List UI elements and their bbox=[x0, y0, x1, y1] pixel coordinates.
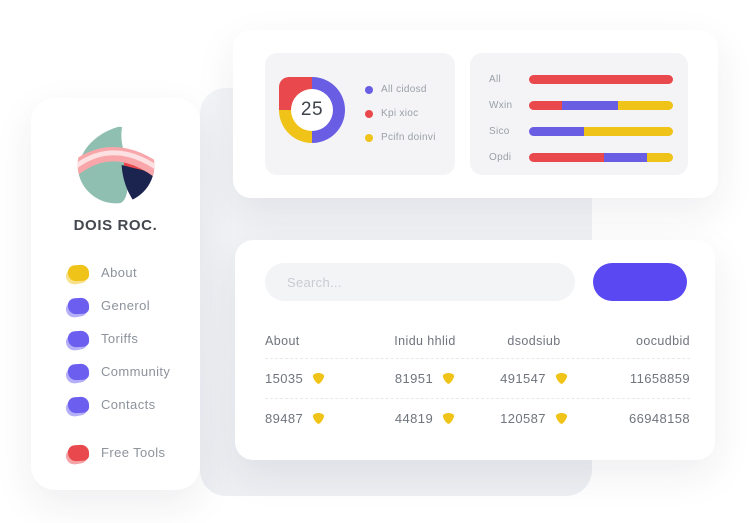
sidebar-item-label: About bbox=[101, 265, 137, 280]
column-header-dsodsiub: dsodsiub bbox=[507, 334, 561, 348]
cell-value: 66948158 bbox=[628, 411, 690, 426]
table-cell: 81951 bbox=[371, 371, 479, 386]
menu-blob-icon bbox=[64, 329, 90, 352]
sidebar-item-generol[interactable]: Generol bbox=[64, 289, 200, 322]
donut-center-value: 25 bbox=[291, 89, 333, 131]
stats-card: 25 All cidosd Kpi xioc Pcifn doinvi All Wxi… bbox=[233, 30, 718, 198]
bar-label: Opdi bbox=[489, 151, 512, 163]
legend-item-all-cidosd: All cidosd bbox=[365, 84, 436, 95]
sidebar-item-free-tools[interactable]: Free Tools bbox=[64, 436, 200, 469]
brand-title: DOIS ROC. bbox=[73, 217, 158, 234]
bar-segment-purple bbox=[603, 152, 648, 162]
sidebar-item-label: Contacts bbox=[101, 397, 156, 412]
cell-value: 81951 bbox=[394, 371, 434, 386]
shield-icon bbox=[555, 412, 567, 424]
bar-track bbox=[529, 74, 673, 84]
bar-segment-yellow bbox=[647, 152, 673, 162]
bar-row-wxin: Wxin bbox=[489, 92, 688, 118]
sidebar-item-toriffs[interactable]: Toriffs bbox=[64, 322, 200, 355]
data-table: About Inidu hhlid dsodsiub oocudbid 15035 81… bbox=[265, 324, 690, 438]
menu-blob-icon bbox=[64, 296, 90, 319]
bar-segment-yellow bbox=[583, 126, 673, 136]
table-cell: 15035 bbox=[265, 371, 371, 386]
legend-dot-icon bbox=[365, 85, 373, 94]
menu-blob-icon bbox=[64, 362, 90, 385]
column-header-about: About bbox=[265, 334, 300, 348]
sidebar-item-label: Toriffs bbox=[101, 331, 139, 346]
bar-segment-purple bbox=[562, 100, 619, 110]
legend-dot-icon bbox=[365, 109, 373, 118]
bar-track bbox=[529, 152, 673, 162]
table-cell: 44819 bbox=[371, 411, 479, 426]
column-header-oocudbid: oocudbid bbox=[636, 334, 690, 348]
sidebar-item-community[interactable]: Community bbox=[64, 355, 200, 388]
table-cell: 120587 bbox=[479, 411, 589, 426]
legend-label: Pcifn doinvi bbox=[381, 132, 436, 143]
cell-value: 89487 bbox=[265, 411, 304, 426]
menu-blob-icon bbox=[64, 443, 90, 466]
table-cell: 491547 bbox=[479, 371, 589, 386]
menu-blob-icon bbox=[64, 263, 90, 286]
primary-action-button[interactable] bbox=[593, 263, 687, 301]
shield-icon bbox=[442, 412, 455, 424]
table-row: 15035 81951 491547 11658859 bbox=[265, 358, 690, 398]
cell-value: 44819 bbox=[394, 411, 434, 426]
bar-row-opdi: Opdi bbox=[489, 144, 688, 170]
bar-segment-red bbox=[529, 152, 604, 162]
shield-icon bbox=[442, 372, 455, 384]
sidebar-item-contacts[interactable]: Contacts bbox=[64, 388, 200, 421]
decorative-rect-top-left bbox=[0, 0, 193, 57]
search-input[interactable] bbox=[265, 263, 575, 301]
bar-segment-red bbox=[529, 74, 673, 84]
sidebar-item-about[interactable]: About bbox=[64, 256, 200, 289]
bar-segment-yellow bbox=[618, 100, 673, 110]
bar-segment-red bbox=[529, 100, 563, 110]
bar-track bbox=[529, 126, 673, 136]
table-header-row: About Inidu hhlid dsodsiub oocudbid bbox=[265, 324, 690, 358]
shield-icon bbox=[555, 372, 567, 384]
sidebar: DOIS ROC. About Generol Toriffs Community Co… bbox=[31, 98, 200, 490]
brand-logo-icon bbox=[77, 126, 154, 204]
bar-label: All bbox=[489, 73, 502, 85]
sidebar-item-label: Free Tools bbox=[101, 445, 166, 460]
legend-item-kpi-xioc: Kpi xioc bbox=[365, 108, 436, 119]
bar-row-sico: Sico bbox=[489, 118, 688, 144]
donut-chart: 25 bbox=[279, 77, 345, 143]
bar-label: Wxin bbox=[489, 99, 513, 111]
menu-blob-icon bbox=[64, 395, 90, 418]
sidebar-item-label: Community bbox=[101, 364, 171, 379]
cell-value: 491547 bbox=[500, 371, 546, 386]
shield-icon bbox=[313, 412, 325, 424]
bar-label: Sico bbox=[489, 125, 510, 137]
table-card: About Inidu hhlid dsodsiub oocudbid 15035 81… bbox=[235, 240, 715, 460]
stacked-bars-panel: All Wxin Sico Opdi bbox=[470, 53, 688, 175]
table-cell: 66948158 bbox=[589, 411, 690, 426]
legend-label: Kpi xioc bbox=[381, 108, 419, 119]
table-cell: 11658859 bbox=[589, 371, 690, 386]
sidebar-menu: About Generol Toriffs Community Contacts Free… bbox=[31, 256, 200, 469]
donut-legend: All cidosd Kpi xioc Pcifn doinvi bbox=[365, 84, 436, 143]
column-header-inidu-hhlid: Inidu hhlid bbox=[394, 334, 456, 348]
cell-value: 120587 bbox=[500, 411, 546, 426]
table-cell: 89487 bbox=[265, 411, 371, 426]
legend-label: All cidosd bbox=[381, 84, 427, 95]
table-row: 89487 44819 120587 66948158 bbox=[265, 398, 690, 438]
bar-segment-purple bbox=[529, 126, 584, 136]
legend-item-pcifn-doinvi: Pcifn doinvi bbox=[365, 132, 436, 143]
cell-value: 15035 bbox=[265, 371, 304, 386]
shield-icon bbox=[313, 372, 325, 384]
sidebar-item-label: Generol bbox=[101, 298, 151, 313]
cell-value: 11658859 bbox=[629, 371, 690, 386]
bar-track bbox=[529, 100, 673, 110]
decorative-rect-bottom-right bbox=[638, 497, 749, 523]
donut-chart-panel: 25 All cidosd Kpi xioc Pcifn doinvi bbox=[265, 53, 455, 175]
legend-dot-icon bbox=[365, 133, 373, 142]
bar-row-all: All bbox=[489, 66, 688, 92]
